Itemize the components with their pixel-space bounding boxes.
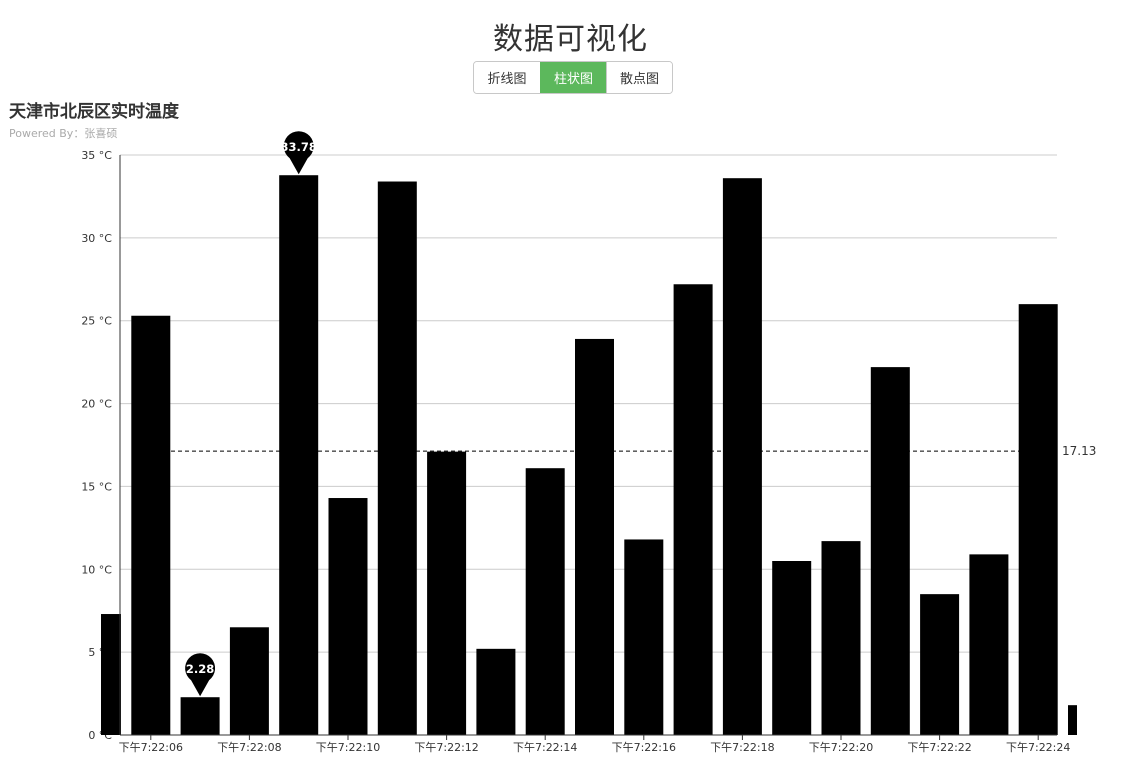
x-tick-label: 下午7:22:10 bbox=[316, 741, 380, 754]
bar[interactable] bbox=[180, 697, 220, 735]
y-tick-label: 25 °C bbox=[81, 315, 112, 328]
mean-line-label: 17.13 bbox=[1062, 444, 1096, 458]
chart-title: 天津市北辰区实时温度 bbox=[9, 102, 179, 122]
x-tick-label: 下午7:22:12 bbox=[414, 741, 478, 754]
line-chart-button[interactable]: 折线图 bbox=[474, 62, 540, 93]
min-marker-pin bbox=[185, 653, 216, 697]
bar[interactable] bbox=[969, 554, 1009, 735]
scatter-chart-button[interactable]: 散点图 bbox=[606, 62, 672, 93]
bar[interactable] bbox=[279, 175, 319, 735]
bar[interactable] bbox=[377, 181, 417, 735]
min-marker-label: 2.28 bbox=[186, 662, 214, 676]
bar[interactable] bbox=[131, 315, 171, 735]
bar[interactable] bbox=[821, 541, 861, 735]
max-marker-label: 33.78 bbox=[281, 140, 317, 154]
bar[interactable] bbox=[722, 178, 762, 735]
bar[interactable] bbox=[101, 614, 121, 735]
y-tick-label: 30 °C bbox=[81, 232, 112, 245]
bar[interactable] bbox=[575, 338, 614, 735]
y-tick-label: 20 °C bbox=[81, 398, 112, 411]
x-tick-label: 下午7:22:24 bbox=[1006, 741, 1070, 754]
bar[interactable] bbox=[476, 648, 516, 735]
chart-type-switcher: 折线图 柱状图 散点图 bbox=[473, 61, 673, 94]
mean-line-arrow bbox=[1041, 446, 1057, 457]
x-tick-label: 下午7:22:06 bbox=[119, 741, 183, 754]
bar[interactable] bbox=[772, 561, 812, 735]
x-tick-label: 下午7:22:22 bbox=[907, 741, 971, 754]
y-tick-label: 35 °C bbox=[81, 149, 112, 162]
bar[interactable] bbox=[229, 627, 269, 735]
bar[interactable] bbox=[920, 594, 960, 735]
bar[interactable] bbox=[525, 468, 565, 735]
y-tick-label: 10 °C bbox=[81, 563, 112, 576]
bar-chart-button[interactable]: 柱状图 bbox=[540, 62, 606, 93]
page-title: 数据可视化 bbox=[493, 22, 648, 57]
chart-subtitle: Powered By：张喜硕 bbox=[9, 127, 118, 140]
y-tick-label: 15 °C bbox=[81, 480, 112, 493]
bar[interactable] bbox=[1018, 304, 1058, 735]
x-tick-label: 下午7:22:14 bbox=[513, 741, 577, 754]
bar[interactable] bbox=[624, 539, 664, 735]
x-tick-label: 下午7:22:20 bbox=[809, 741, 873, 754]
max-marker-pin bbox=[283, 131, 314, 175]
bar[interactable] bbox=[427, 451, 467, 735]
bar[interactable] bbox=[1068, 705, 1077, 735]
bar[interactable] bbox=[328, 498, 368, 735]
bar[interactable] bbox=[870, 367, 910, 735]
x-tick-label: 下午7:22:18 bbox=[710, 741, 774, 754]
bar[interactable] bbox=[673, 284, 713, 735]
x-tick-label: 下午7:22:16 bbox=[612, 741, 676, 754]
x-tick-label: 下午7:22:08 bbox=[217, 741, 281, 754]
